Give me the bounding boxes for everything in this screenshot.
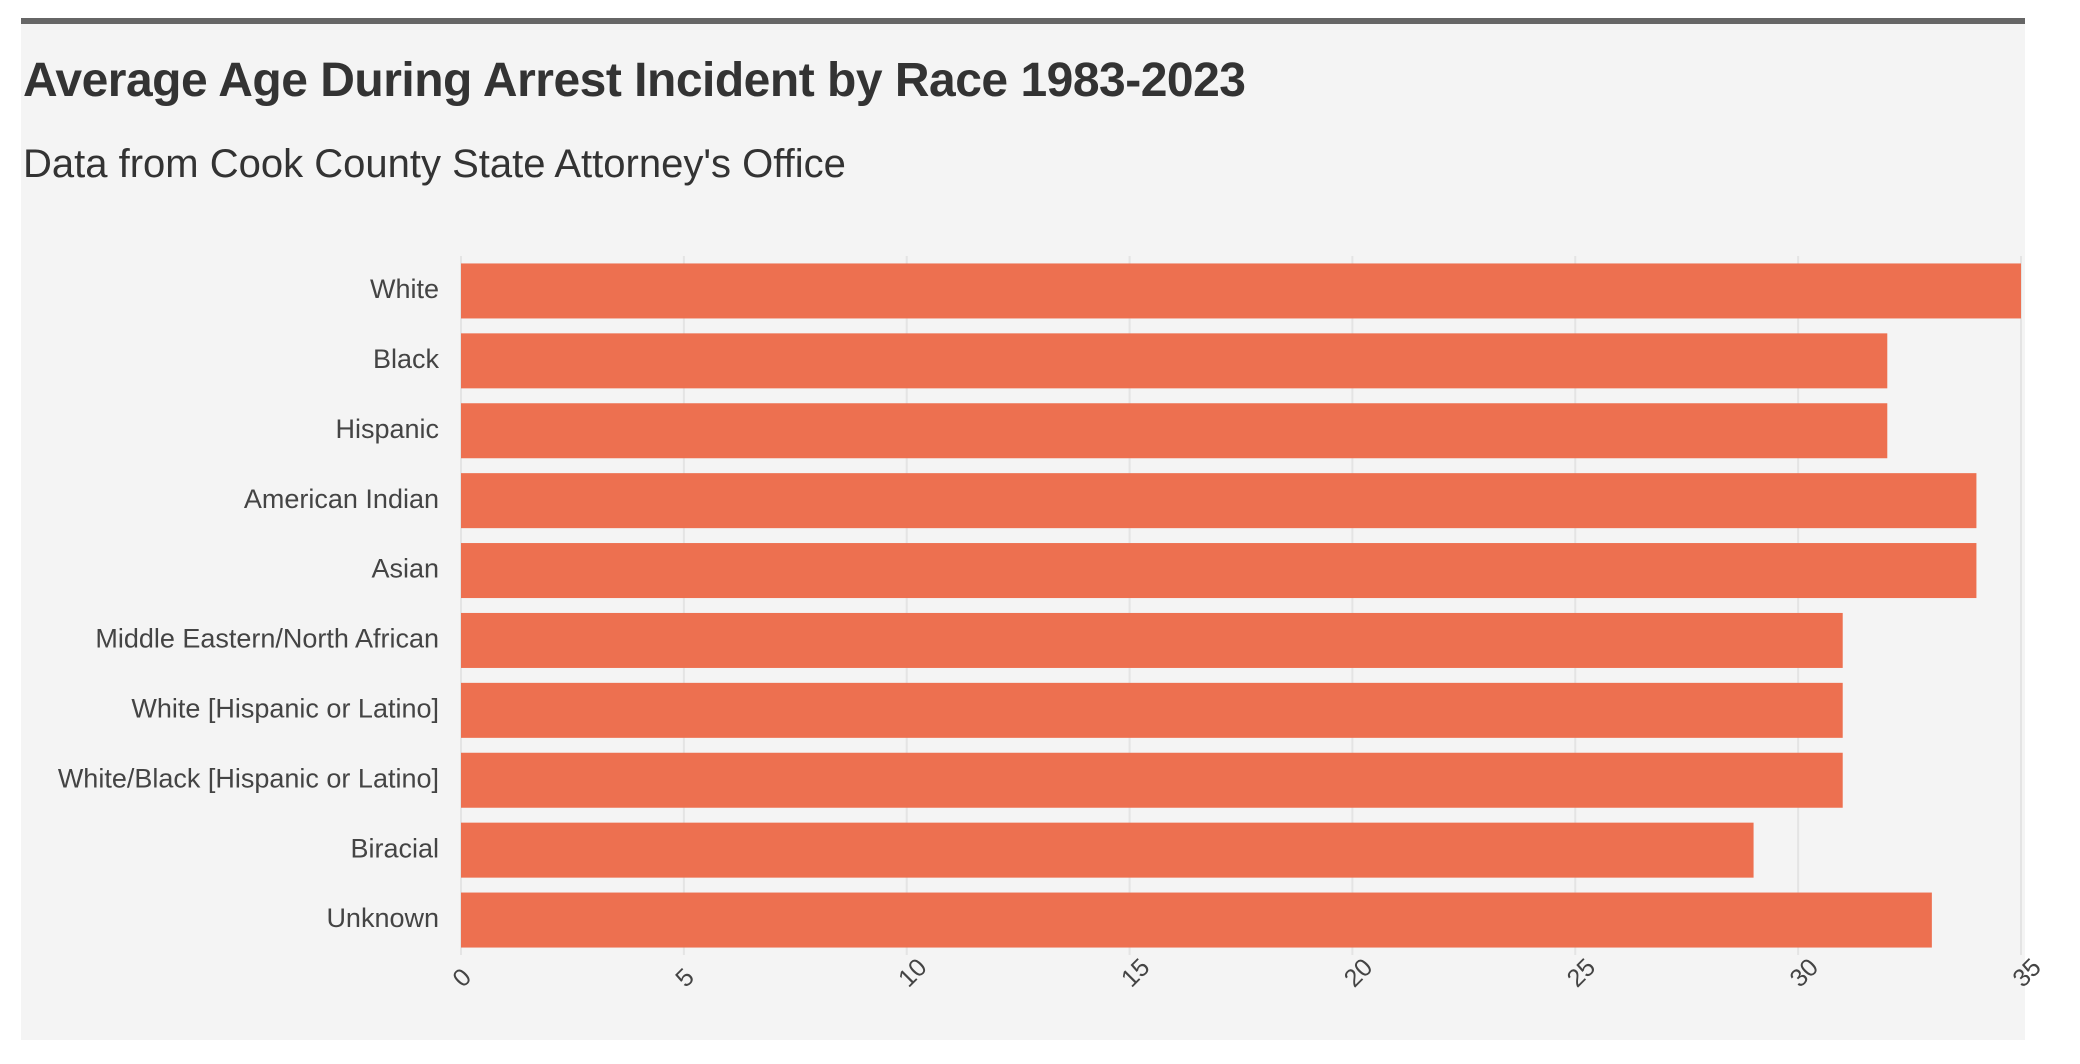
bars	[461, 263, 2021, 948]
category-label: Asian	[371, 554, 439, 584]
category-label: Middle Eastern/North African	[95, 624, 439, 654]
chart-title: Average Age During Arrest Incident by Ra…	[23, 54, 1246, 107]
category-label: American Indian	[244, 484, 439, 514]
x-tick-label: 15	[1116, 953, 1155, 992]
bar[interactable]	[461, 473, 1977, 529]
category-label: White/Black [Hispanic or Latino]	[58, 763, 439, 793]
bar[interactable]	[461, 543, 1977, 599]
bar[interactable]	[461, 822, 1754, 878]
bar[interactable]	[461, 333, 1888, 389]
bar[interactable]	[461, 612, 1843, 668]
bar[interactable]	[461, 752, 1843, 808]
x-tick-label: 35	[2007, 953, 2046, 992]
bar[interactable]	[461, 263, 2021, 319]
category-label: Black	[373, 344, 440, 374]
x-axis-ticks: 0 5 10 15 20 25 30 35	[447, 953, 2046, 992]
bar[interactable]	[461, 892, 1932, 948]
x-tick-label: 5	[670, 963, 700, 993]
category-label: Unknown	[326, 903, 439, 933]
category-label: Biracial	[350, 833, 439, 863]
x-tick-label: 10	[893, 953, 932, 992]
category-label: White	[370, 274, 439, 304]
bar[interactable]	[461, 403, 1888, 459]
bar[interactable]	[461, 682, 1843, 738]
category-label: Hispanic	[335, 414, 439, 444]
x-tick-label: 30	[1784, 953, 1823, 992]
x-tick-label: 20	[1339, 953, 1378, 992]
x-tick-label: 25	[1562, 953, 1601, 992]
chart-subtitle: Data from Cook County State Attorney's O…	[23, 142, 846, 186]
x-tick-label: 0	[447, 963, 477, 993]
category-label: White [Hispanic or Latino]	[131, 693, 439, 723]
category-labels: White Black Hispanic American Indian Asian Mi…	[58, 274, 440, 933]
